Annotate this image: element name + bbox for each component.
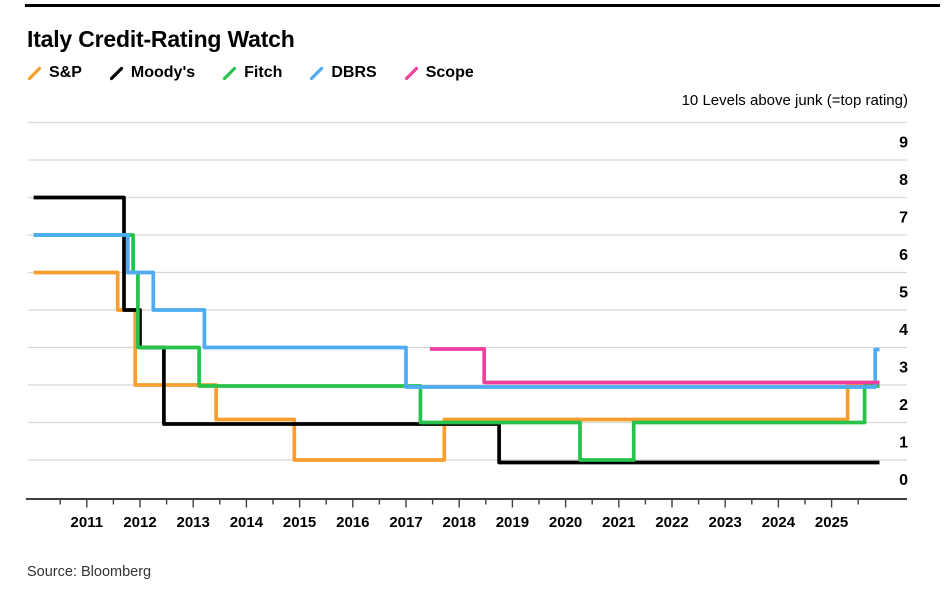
x-tick-label: 2013 (177, 514, 210, 531)
x-tick-label: 2019 (496, 514, 529, 531)
y-tick-label: 9 (899, 135, 908, 152)
legend-item-fitch[interactable]: Fitch (222, 64, 282, 82)
legend-slash-icon (223, 66, 237, 80)
legend-label: DBRS (331, 64, 377, 81)
y-tick-label: 8 (899, 172, 908, 189)
series-line-scope (429, 347, 880, 385)
y-tick-label: 5 (899, 285, 908, 302)
y-tick-label: 4 (899, 322, 908, 339)
legend-item-dbrs[interactable]: DBRS (309, 64, 377, 82)
gridlines (28, 121, 907, 461)
x-tick-label: 2012 (123, 514, 156, 531)
legend-item-sp[interactable]: S&P (27, 64, 82, 82)
series-line-sp (33, 270, 880, 462)
x-tick-label: 2021 (602, 514, 635, 531)
series-lines (33, 195, 880, 465)
x-tick-label: 2023 (709, 514, 742, 531)
x-tick-label: 2017 (389, 514, 422, 531)
y-tick-label: 3 (899, 360, 908, 377)
y-tick-label: 7 (899, 210, 908, 227)
y-tick-label: 1 (899, 435, 908, 452)
legend-label: Scope (425, 64, 474, 81)
legend-label: Fitch (244, 64, 283, 81)
legend-slash-icon (109, 66, 124, 80)
legend-label: S&P (49, 64, 82, 81)
legend-item-scope[interactable]: Scope (404, 64, 474, 82)
x-tick-label: 2020 (549, 514, 582, 531)
x-tick-label: 2018 (443, 514, 476, 531)
chart-title: Italy Credit-Rating Watch (27, 26, 295, 52)
x-tick-label: 2014 (230, 514, 264, 531)
x-tick-labels: 2011 2012 2013 2014 2015 2016 2017 2018 2019 2020… (71, 514, 849, 531)
top-rule (25, 4, 940, 7)
legend-item-moodys[interactable]: Moody's (109, 64, 195, 82)
legend-slash-icon (404, 66, 418, 80)
legend-slash-icon (310, 66, 324, 80)
series-line-dbrs (33, 233, 880, 389)
y-tick-label: 6 (899, 247, 908, 264)
legend-label: Moody's (130, 64, 196, 81)
y-tick-label: 2 (899, 397, 908, 414)
x-tick-label: 2015 (283, 514, 316, 531)
x-tick-label: 2022 (655, 514, 688, 531)
x-tick-label: 2024 (762, 514, 796, 531)
y-tick-label: 0 (899, 472, 908, 489)
x-axis (26, 498, 907, 508)
x-tick-label: 2016 (336, 514, 369, 531)
x-tick-label: 2025 (815, 514, 848, 531)
y-axis-title: 10 Levels above junk (=top rating) (681, 92, 908, 109)
chart-legend: S&P Moody's Fitch DBRS Scope (27, 64, 474, 82)
legend-slash-icon (27, 66, 42, 80)
x-tick-label: 2011 (71, 514, 104, 531)
y-tick-labels: 9 8 7 6 5 4 3 2 1 0 (899, 135, 908, 490)
source-text: Source: Bloomberg (27, 564, 152, 580)
